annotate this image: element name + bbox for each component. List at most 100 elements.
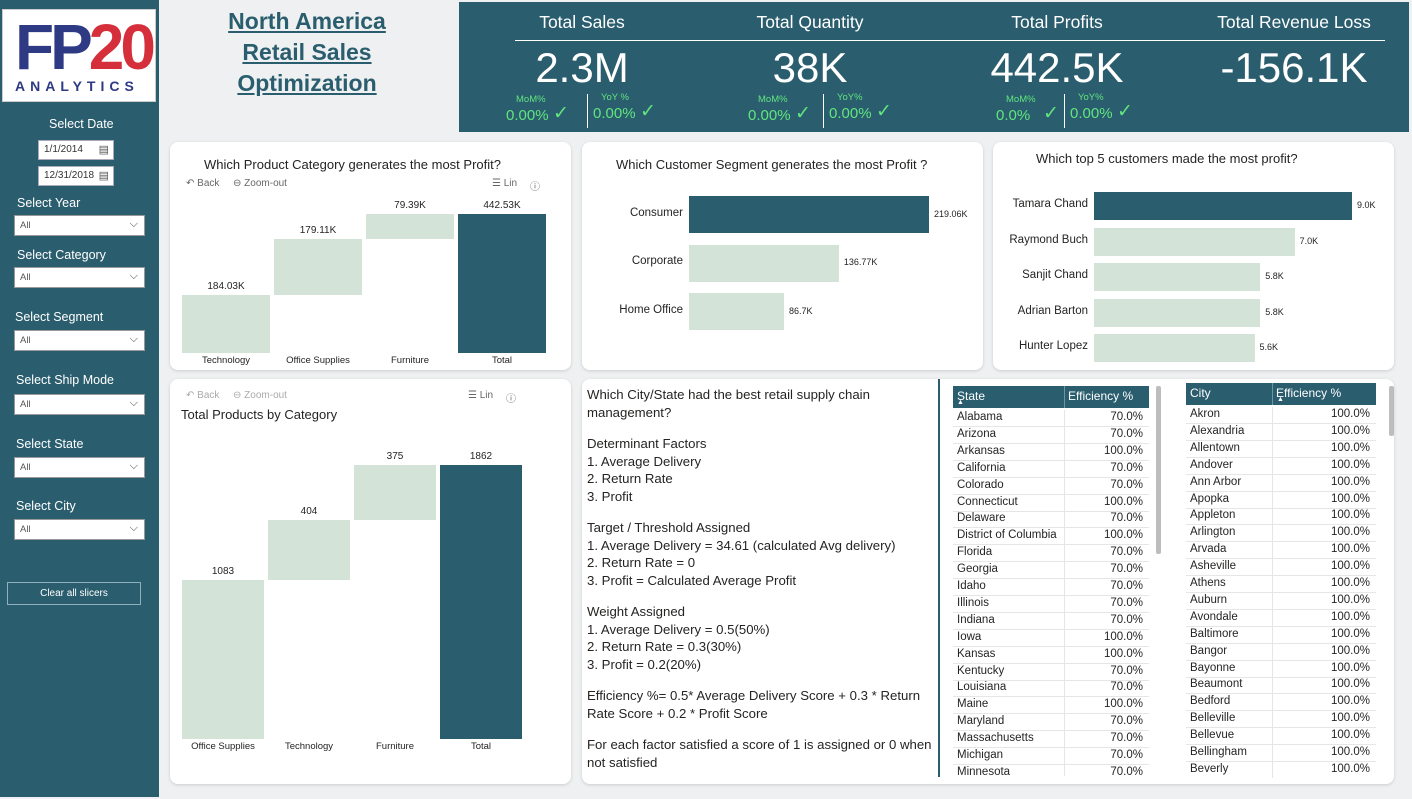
year-dropdown[interactable]: All ⌵ [14,215,145,236]
waterfall-bar[interactable] [182,295,270,353]
table-row[interactable]: Beaumont 100.0% [1186,677,1376,695]
table-row[interactable]: Georgia 70.0% [953,562,1149,580]
table-row[interactable]: Bellevue 100.0% [1186,728,1376,746]
table-row[interactable]: Auburn 100.0% [1186,592,1376,610]
profit-bar[interactable] [689,196,929,233]
target-title: Target / Threshold Assigned [587,520,751,535]
profit-bar[interactable] [689,293,784,330]
table-row[interactable]: District of Columbia 100.0% [953,528,1149,546]
waterfall-bar[interactable] [458,214,546,353]
column-divider [1272,525,1273,543]
profit-bar[interactable] [1094,334,1255,362]
table-row[interactable]: Iowa 100.0% [953,629,1149,647]
table-row[interactable]: Bangor 100.0% [1186,643,1376,661]
table-row[interactable]: Idaho 70.0% [953,579,1149,596]
table-row[interactable]: Illinois 70.0% [953,595,1149,613]
dropdown-value: All [20,272,31,283]
table-row[interactable]: Beverly 100.0% [1186,761,1376,778]
ship-mode-dropdown[interactable]: All ⌵ [14,394,145,415]
table-row[interactable]: Arizona 70.0% [953,426,1149,444]
sort-ascending-icon[interactable]: ▲ [1277,396,1284,403]
table-row[interactable]: Allentown 100.0% [1186,440,1376,458]
zoom-out-button[interactable]: ⊖ Zoom-out [233,390,287,401]
profit-bar[interactable] [1094,298,1261,327]
category-dropdown[interactable]: All ⌵ [14,267,145,288]
table-row[interactable]: Arkansas 100.0% [953,443,1149,461]
table-row[interactable]: Maryland 70.0% [953,714,1149,732]
table-row[interactable]: Bellingham 100.0% [1186,745,1376,762]
table-body[interactable]: Alabama 70.0% Arizona 70.0% Arkansas 100.0% Ca… [953,410,1149,776]
city-table-scrollbar[interactable] [1389,386,1394,436]
mom-value: 0.0% [996,107,1031,124]
table-row[interactable]: Akron 100.0% [1186,407,1376,424]
waterfall-bar[interactable] [366,214,454,240]
state-table-scrollbar[interactable] [1156,386,1161,554]
back-button[interactable]: ↶ Back [186,390,220,401]
table-row[interactable]: Arlington 100.0% [1186,525,1376,543]
name-cell: Idaho [957,580,986,592]
waterfall-bar[interactable] [274,239,362,296]
table-row[interactable]: California 70.0% [953,460,1149,478]
table-row[interactable]: Belleville 100.0% [1186,711,1376,729]
table-row[interactable]: Massachusetts 70.0% [953,731,1149,749]
table-row[interactable]: Michigan 70.0% [953,748,1149,765]
efficiency-cell: 100.0% [1330,475,1370,488]
help-icon[interactable]: ⓘ [530,182,540,193]
column-header[interactable]: Efficiency % [1276,386,1342,400]
table-row[interactable]: Bedford 100.0% [1186,694,1376,712]
help-icon[interactable]: ⓘ [506,394,516,405]
table-row[interactable]: Connecticut 100.0% [953,494,1149,512]
table-row[interactable]: Colorado 70.0% [953,477,1149,495]
profit-bar[interactable] [1094,263,1261,291]
table-row[interactable]: Andover 100.0% [1186,457,1376,475]
column-header[interactable]: City [1190,386,1211,400]
column-header[interactable]: Efficiency % [1068,389,1134,403]
table-row[interactable]: Appleton 100.0% [1186,508,1376,526]
waterfall-bar[interactable] [268,520,350,580]
table-row[interactable]: Florida 70.0% [953,545,1149,563]
table-row[interactable]: Indiana 70.0% [953,612,1149,630]
city-dropdown[interactable]: All ⌵ [14,519,145,540]
yoy-value: 0.00% [829,105,872,122]
table-row[interactable]: Kentucky 70.0% [953,663,1149,681]
end-date-input[interactable]: 12/31/2018 ▤ [38,166,114,186]
table-row[interactable]: Baltimore 100.0% [1186,626,1376,644]
waterfall-bar[interactable] [182,579,264,739]
table-row[interactable]: Maine 100.0% [953,697,1149,715]
waterfall-bar[interactable] [354,465,436,521]
table-row[interactable]: Athens 100.0% [1186,576,1376,593]
factor-item: 3. Profit [587,488,633,504]
profit-bar[interactable] [1094,227,1295,256]
table-row[interactable]: Kansas 100.0% [953,646,1149,664]
table-row[interactable]: Minnesota 70.0% [953,764,1149,776]
state-dropdown[interactable]: All ⌵ [14,457,145,478]
table-row[interactable]: Asheville 100.0% [1186,559,1376,577]
start-date-input[interactable]: 1/1/2014 ▤ [38,140,114,160]
table-row[interactable]: Bayonne 100.0% [1186,660,1376,678]
back-button[interactable]: ↶ Back [186,178,220,189]
calendar-icon[interactable]: ▤ [98,170,109,182]
table-row[interactable]: Alabama 70.0% [953,410,1149,427]
profit-bar[interactable] [1094,192,1352,220]
profit-bar[interactable] [689,244,839,282]
linear-scale-toggle[interactable]: ☰ Lin [468,390,494,401]
column-header[interactable]: State [957,389,986,403]
table-body[interactable]: Akron 100.0% Alexandria 100.0% Allentown 100.… [1186,407,1376,778]
table-row[interactable]: Louisiana 70.0% [953,680,1149,698]
calendar-icon[interactable]: ▤ [98,144,109,156]
linear-scale-toggle[interactable]: ☰ Lin [492,178,518,189]
efficiency-cell: 100.0% [1330,644,1370,657]
column-divider [1272,491,1273,509]
waterfall-bar[interactable] [440,465,522,739]
table-row[interactable]: Avondale 100.0% [1186,609,1376,627]
table-row[interactable]: Ann Arbor 100.0% [1186,474,1376,492]
table-row[interactable]: Arvada 100.0% [1186,542,1376,560]
segment-dropdown[interactable]: All ⌵ [14,330,145,351]
table-row[interactable]: Alexandria 100.0% [1186,423,1376,441]
clear-all-slicers-button[interactable]: Clear all slicers [7,582,141,605]
total-revenue-loss-kpi-value: -156.1K [1220,44,1368,91]
sort-ascending-icon[interactable]: ▲ [957,399,964,406]
table-row[interactable]: Delaware 70.0% [953,511,1149,529]
table-row[interactable]: Apopka 100.0% [1186,491,1376,509]
zoom-out-button[interactable]: ⊖ Zoom-out [233,178,287,189]
